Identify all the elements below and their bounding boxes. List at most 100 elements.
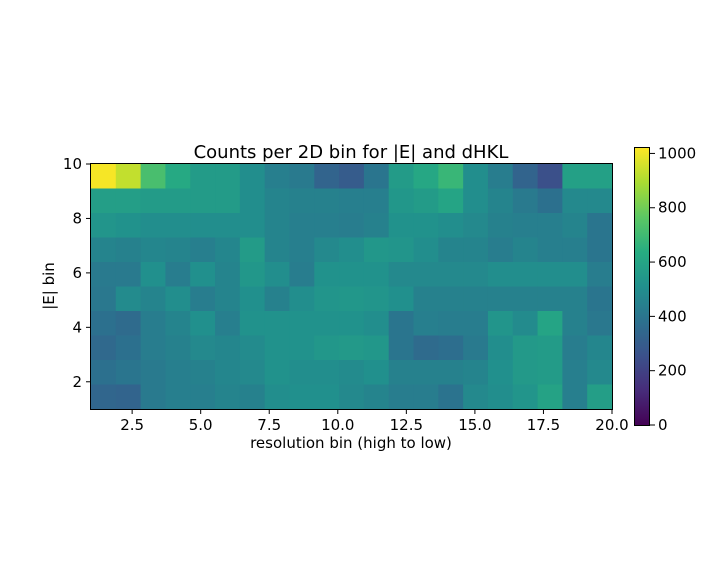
heatmap-cell: [339, 286, 365, 312]
heatmap-cell: [587, 286, 613, 312]
heatmap-cell: [289, 262, 315, 288]
heatmap-cell: [165, 164, 191, 190]
heatmap-cell: [363, 164, 390, 190]
heatmap-cell: [314, 311, 340, 337]
colorbar-tick-label: 0: [658, 416, 668, 434]
heatmap-cell: [115, 286, 142, 312]
heatmap-cell: [165, 384, 191, 410]
heatmap-cell: [239, 213, 266, 239]
heatmap-cell: [115, 237, 142, 263]
heatmap-cell: [339, 360, 365, 386]
colorbar: [634, 147, 650, 426]
heatmap-cell: [512, 360, 539, 386]
heatmap-cell: [165, 286, 191, 312]
heatmap-cell: [388, 335, 415, 361]
heatmap-cell: [115, 213, 142, 239]
heatmap-cell: [587, 213, 613, 239]
heatmap-cell: [140, 213, 167, 239]
heatmap-cell: [388, 237, 415, 263]
heatmap-cell: [140, 262, 167, 288]
heatmap-cell: [438, 360, 464, 386]
heatmap-cell: [239, 384, 266, 410]
heatmap-cell: [190, 213, 216, 239]
heatmap-cell: [140, 237, 167, 263]
heatmap-cell: [413, 262, 439, 288]
heatmap-cell: [314, 360, 340, 386]
heatmap-cell: [562, 188, 588, 214]
heatmap-cell: [512, 286, 539, 312]
y-tick-label: 10: [63, 155, 82, 173]
heatmap-cell: [363, 262, 390, 288]
heatmap-cell: [587, 335, 613, 361]
x-tick-label: 2.5: [120, 416, 144, 434]
x-tick-label: 12.5: [390, 416, 423, 434]
y-axis-label: |E| bin: [40, 262, 58, 310]
heatmap-cell: [115, 188, 142, 214]
heatmap-cell: [537, 188, 563, 214]
heatmap-cell: [363, 311, 390, 337]
heatmap-cell: [537, 213, 563, 239]
colorbar-tick-label: 200: [658, 362, 687, 380]
heatmap-cell: [512, 262, 539, 288]
heatmap-cell: [140, 311, 167, 337]
heatmap-cell: [91, 286, 117, 312]
heatmap-cell: [438, 335, 464, 361]
heatmap-cell: [537, 311, 563, 337]
heatmap-cell: [289, 384, 315, 410]
heatmap-cell: [463, 384, 489, 410]
heatmap-cell: [190, 335, 216, 361]
heatmap-cell: [363, 188, 390, 214]
heatmap-cell: [215, 384, 241, 410]
heatmap-cell: [463, 311, 489, 337]
heatmap-cell: [215, 262, 241, 288]
heatmap-cell: [587, 311, 613, 337]
heatmap-cell: [562, 311, 588, 337]
heatmap-cell: [264, 164, 291, 190]
heatmap-cell: [91, 360, 117, 386]
heatmap-cell: [91, 335, 117, 361]
heatmap-cell: [215, 286, 241, 312]
y-axis: 2 4 6 8 10: [63, 155, 91, 391]
heatmap-cell: [413, 384, 439, 410]
heatmap-cell: [314, 237, 340, 263]
x-tick-label: 7.5: [257, 416, 281, 434]
heatmap-cell: [239, 188, 266, 214]
heatmap-cell: [115, 360, 142, 386]
heatmap-cell: [363, 286, 390, 312]
heatmap-cell: [289, 311, 315, 337]
heatmap-cell: [487, 188, 514, 214]
heatmap-cell: [413, 311, 439, 337]
heatmap-cell: [438, 237, 464, 263]
heatmap-cell: [165, 262, 191, 288]
heatmap-cell: [463, 360, 489, 386]
heatmap-cell: [339, 384, 365, 410]
heatmap-cell: [512, 164, 539, 190]
heatmap-cell: [215, 213, 241, 239]
heatmap-cell: [190, 262, 216, 288]
y-tick-label: 8: [72, 209, 82, 227]
heatmap-cell: [537, 360, 563, 386]
heatmap-cell: [487, 360, 514, 386]
x-axis-label: resolution bin (high to low): [250, 434, 452, 452]
heatmap-cell: [140, 286, 167, 312]
heatmap-cell: [562, 164, 588, 190]
heatmap-cell: [413, 164, 439, 190]
heatmap-cell: [438, 286, 464, 312]
heatmap-cell: [91, 311, 117, 337]
heatmap-cell: [388, 311, 415, 337]
heatmap-cell: [115, 311, 142, 337]
heatmap-cell: [413, 188, 439, 214]
heatmap-cell: [115, 164, 142, 190]
heatmap-cell: [289, 213, 315, 239]
heatmap-cell: [264, 188, 291, 214]
heatmap-cell: [339, 335, 365, 361]
heatmap-cell: [314, 188, 340, 214]
heatmap-cell: [239, 164, 266, 190]
heatmap-cell: [91, 164, 117, 190]
heatmap-cell: [438, 188, 464, 214]
heatmap-cell: [190, 286, 216, 312]
heatmap-cell: [438, 384, 464, 410]
heatmap-cell: [363, 237, 390, 263]
heatmap-cell: [537, 384, 563, 410]
